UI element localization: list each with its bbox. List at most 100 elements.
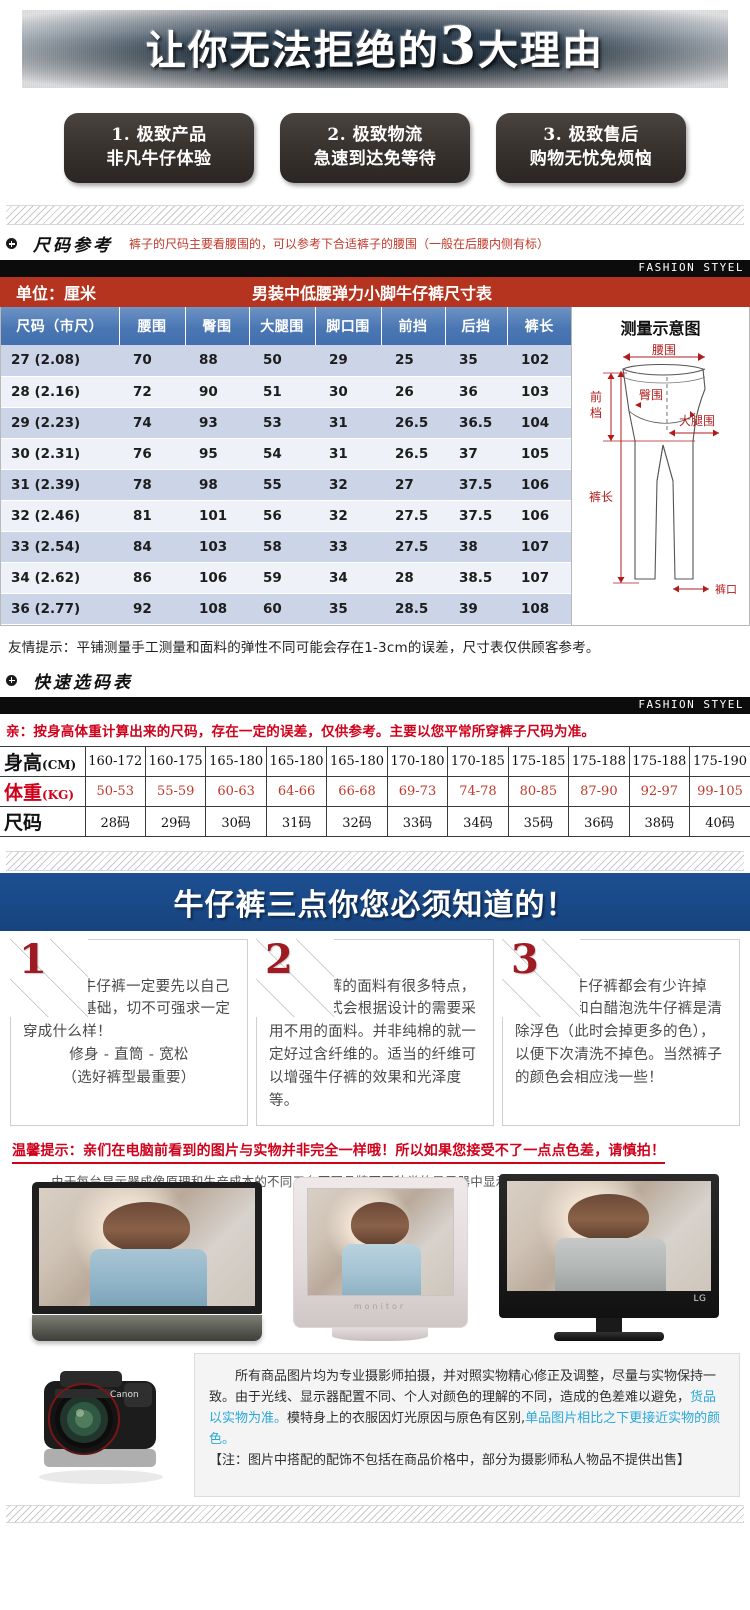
- size-reference-heading-row: 尺码参考 裤子的尺码主要看腰围的，可以参考下合适裤子的腰围（一般在后腰内侧有标）: [0, 225, 750, 260]
- size-cell: 31 (2.39): [1, 469, 119, 501]
- size-cell: 27.5: [381, 531, 445, 563]
- size-cell: 27: [381, 469, 445, 501]
- note-card-3-text: 深色牛仔裤都会有少许掉色。用盐和白醋泡洗牛仔裤是清除浮色（此时会掉更多的色），以…: [515, 978, 723, 1087]
- quick-size-weight-row: 体重(KG) 50-53 55-59 60-63 64-66 66-68 69-…: [0, 775, 750, 807]
- model-photo-laptop: [38, 1187, 255, 1306]
- quick-size-heading-row: 快速选码表: [0, 662, 750, 697]
- hero-title-suffix: 大理由: [478, 27, 605, 74]
- size-table-title: 男装中低腰弹力小脚牛仔裤尺寸表: [251, 284, 492, 303]
- size-col-header-4: 脚口围: [315, 307, 382, 345]
- svg-text:前: 前: [589, 389, 601, 404]
- size-cell: 55: [249, 469, 315, 501]
- height-cell: 165-180: [205, 745, 267, 777]
- laptop-lid: [31, 1181, 262, 1314]
- size-cell: 103: [507, 376, 571, 408]
- size-reference-heading: 尺码参考: [33, 236, 113, 256]
- lcd-bezel: LG: [498, 1173, 719, 1318]
- size-cell: 27.5: [381, 500, 445, 532]
- size-col-header-1: 腰围: [119, 307, 186, 345]
- size-cell: 78: [119, 469, 185, 501]
- size-cell: 35: [445, 345, 507, 377]
- hatch-divider-middle: [6, 850, 744, 871]
- camera-note-highlight2: 单品图片相比之下更接近实物的颜色。: [209, 1411, 721, 1448]
- size-cell: 81: [119, 500, 185, 532]
- height-cell: 170-185: [447, 745, 509, 777]
- crt-stand: [332, 1327, 428, 1341]
- quick-size-height-row: 身高(CM) 160-172 160-175 165-180 165-180 1…: [0, 745, 750, 777]
- note-card-1-number: 1: [19, 935, 47, 983]
- size-table-body: 27 (2.08) 70 88 50 29 25 35 102 28 (2.16) 72 90 51…: [1, 345, 571, 625]
- height-cell: 175-190: [689, 745, 750, 777]
- weight-cell: 80-85: [507, 775, 570, 807]
- table-row: 33 (2.54) 84 103 58 33 27.5 38 107: [1, 531, 571, 563]
- height-cell: 175-188: [568, 745, 630, 777]
- size-cell: 33 (2.54): [1, 531, 119, 563]
- dslr-camera-icon: Canon: [39, 1370, 163, 1484]
- table-row: 30 (2.31) 76 95 54 31 26.5 37 105: [1, 438, 571, 470]
- size-cell: 34 (2.62): [1, 562, 119, 594]
- size-table-block: 尺码（市尺） 腰围 臀围 大腿围 脚口围 前挡 后挡 裤长 27 (2.08) 7…: [0, 307, 750, 626]
- height-cell: 165-180: [265, 745, 328, 777]
- hero-title-prefix: 让你无法拒绝的: [145, 27, 440, 74]
- size-code-cell: 31码: [265, 805, 328, 837]
- size-cell: 54: [249, 438, 315, 470]
- reason-pill-3-line1: 3. 极致售后: [543, 125, 639, 145]
- crt-case: monitor: [292, 1176, 468, 1328]
- note-card-1-extra1: 修身 - 直筒 - 宽松: [69, 1047, 189, 1064]
- size-cell: 28: [381, 562, 445, 594]
- camera-note-line3: 【注：图片中搭配的配饰不包括在商品价格中，部分为摄影师私人物品不提供出售】: [209, 1453, 691, 1469]
- size-cell: 29: [315, 345, 381, 377]
- size-cell: 53: [249, 407, 315, 439]
- jeans-measurement-illustration: 腰围 臀围 大腿围 前 档: [588, 343, 736, 596]
- size-cell: 84: [119, 531, 185, 563]
- size-cell: 35: [315, 593, 381, 625]
- size-cell: 37: [445, 438, 507, 470]
- size-col-header-5: 前挡: [381, 307, 446, 345]
- size-cell: 95: [185, 438, 249, 470]
- size-cell: 25: [381, 345, 445, 377]
- size-cell: 30 (2.31): [1, 438, 119, 470]
- size-cell: 36 (2.77): [1, 593, 119, 625]
- quick-size-size-row: 尺码 28码 29码 30码 31码 32码 33码 34码 35码 36码 3…: [0, 805, 750, 837]
- size-col-header-2: 臀围: [185, 307, 250, 345]
- size-code-cell: 32码: [326, 805, 388, 837]
- weight-cell: 60-63: [205, 775, 267, 807]
- table-row: 28 (2.16) 72 90 51 30 26 36 103: [1, 376, 571, 408]
- height-cell: 160-172: [84, 745, 146, 777]
- size-table-title-bar: 单位：厘米 男装中低腰弹力小脚牛仔裤尺寸表: [0, 277, 750, 307]
- size-cell: 34: [315, 562, 381, 594]
- note-card-3: 3 深色牛仔裤都会有少许掉色。用盐和白醋泡洗牛仔裤是清除浮色（此时会掉更多的色）…: [502, 938, 740, 1126]
- fashion-bar-quick: FASHION STYEL: [0, 696, 750, 714]
- size-cell: 58: [249, 531, 315, 563]
- camera-note-text: 所有商品图片均为专业摄影师拍摄，并对照实物精心修正及调整，尽量与实物保持一致。由…: [194, 1352, 740, 1497]
- size-cell: 37.5: [445, 469, 507, 501]
- size-cell: 39: [445, 593, 507, 625]
- quick-size-height-label: 身高(CM): [0, 745, 86, 777]
- size-cell: 26.5: [381, 407, 445, 439]
- table-row: 34 (2.62) 86 106 59 34 28 38.5 107: [1, 562, 571, 594]
- svg-text:大腿围: 大腿围: [678, 414, 714, 428]
- reason-pill-2-line2: 急速到达免等待: [313, 149, 437, 170]
- height-cell: 175-188: [628, 745, 691, 777]
- weight-cell: 74-78: [447, 775, 509, 807]
- weight-cell: 50-53: [84, 775, 146, 807]
- table-row: 36 (2.77) 92 108 60 35 28.5 39 108: [1, 593, 571, 625]
- size-col-header-0: 尺码（市尺）: [1, 307, 120, 345]
- size-cell: 30: [315, 376, 381, 408]
- crt-monitor-image: monitor: [292, 1176, 468, 1341]
- table-row: 27 (2.08) 70 88 50 29 25 35 102: [1, 345, 571, 377]
- size-cell: 50: [249, 345, 315, 377]
- size-col-header-6: 后挡: [445, 307, 508, 345]
- weight-cell: 66-68: [326, 775, 388, 807]
- size-cell: 56: [249, 500, 315, 532]
- size-cell: 32: [315, 469, 381, 501]
- svg-text:档: 档: [589, 406, 601, 420]
- size-cell: 98: [185, 469, 249, 501]
- size-code-cell: 29码: [144, 805, 207, 837]
- size-cell: 76: [119, 438, 185, 470]
- height-unit-text: (CM): [42, 757, 77, 772]
- weight-cell: 55-59: [144, 775, 207, 807]
- table-row: 31 (2.39) 78 98 55 32 27 37.5 106: [1, 469, 571, 501]
- size-table-footer-tip: 友情提示：平铺测量手工测量和面料的弹性不同可能会存在1-3cm的误差，尺寸表仅供…: [8, 639, 600, 656]
- note-card-2: 2 牛仔裤的面料有很多特点，每一个款式会根据设计的需要采用不用的面料。并非纯棉的…: [256, 938, 494, 1126]
